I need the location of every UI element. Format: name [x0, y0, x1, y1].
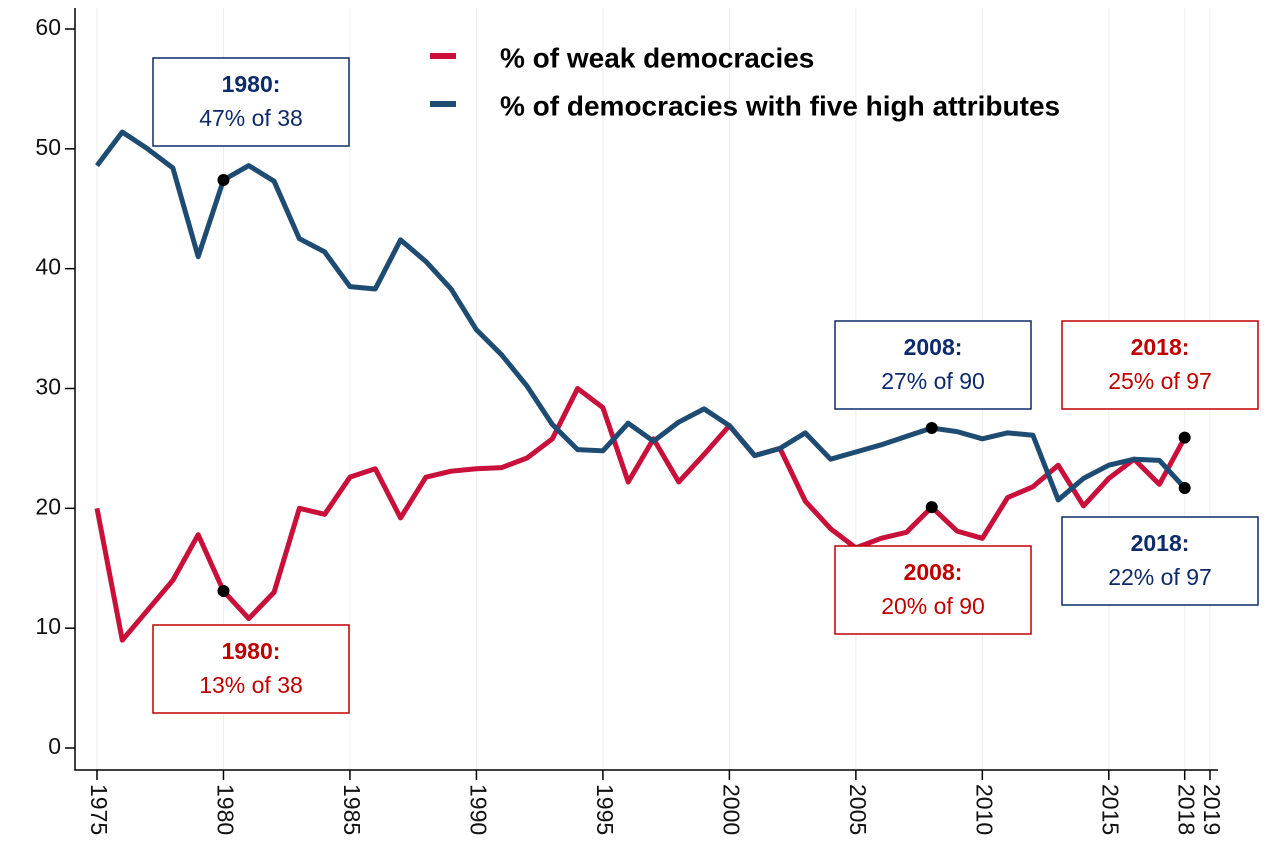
highlight-point: [925, 422, 938, 435]
annotation-text: 47% of 38: [199, 105, 303, 131]
annotation-box: [152, 57, 350, 147]
annotation-box: [1061, 320, 1259, 410]
annotation-title: 2008:: [904, 334, 963, 360]
x-tick-label: 2015: [1098, 784, 1124, 835]
annotation-text: 25% of 97: [1108, 368, 1212, 394]
annotation-title: 2008:: [904, 559, 963, 585]
x-tick-label: 1985: [339, 784, 365, 835]
y-tick-label: 60: [35, 14, 61, 40]
x-tick-label: 1990: [465, 784, 491, 835]
series-line: [95, 129, 1187, 503]
highlight-point: [1178, 431, 1191, 444]
legend-label: % of democracies with five high attribut…: [500, 90, 1060, 121]
highlight-point: [925, 501, 938, 514]
annotation-text: 13% of 38: [199, 672, 303, 698]
x-tick-label: 1980: [212, 784, 238, 835]
highlight-point: [217, 585, 230, 598]
x-tick-label: 1995: [592, 784, 618, 835]
annotation-text: 27% of 90: [881, 368, 985, 394]
annotation-text: 20% of 90: [881, 593, 985, 619]
annotation-title: 1980:: [222, 71, 281, 97]
annotation-box: [834, 545, 1032, 635]
x-tick-label: 2010: [971, 784, 997, 835]
annotation-box: [152, 624, 350, 714]
y-tick-label: 0: [48, 733, 61, 759]
y-tick-label: 20: [35, 493, 61, 519]
y-tick-label: 10: [35, 613, 61, 639]
annotation-text: 22% of 97: [1108, 564, 1212, 590]
x-tick-label: 1975: [86, 784, 112, 835]
annotation-box: [1061, 516, 1259, 606]
series-line: [94, 386, 1187, 643]
annotation-title: 2018:: [1131, 530, 1190, 556]
highlight-point: [217, 173, 230, 186]
x-tick-label: 2019: [1199, 784, 1225, 835]
y-tick-label: 30: [35, 374, 61, 400]
y-tick-label: 50: [35, 134, 61, 160]
annotation-title: 2018:: [1131, 334, 1190, 360]
legend-label: % of weak democracies: [500, 42, 814, 73]
highlight-point: [1178, 481, 1191, 494]
y-tick-label: 40: [35, 254, 61, 280]
annotation-title: 1980:: [222, 638, 281, 664]
x-tick-label: 2000: [718, 784, 744, 835]
x-tick-label: 2018: [1174, 784, 1200, 835]
x-tick-label: 2005: [845, 784, 871, 835]
annotation-box: [834, 320, 1032, 410]
